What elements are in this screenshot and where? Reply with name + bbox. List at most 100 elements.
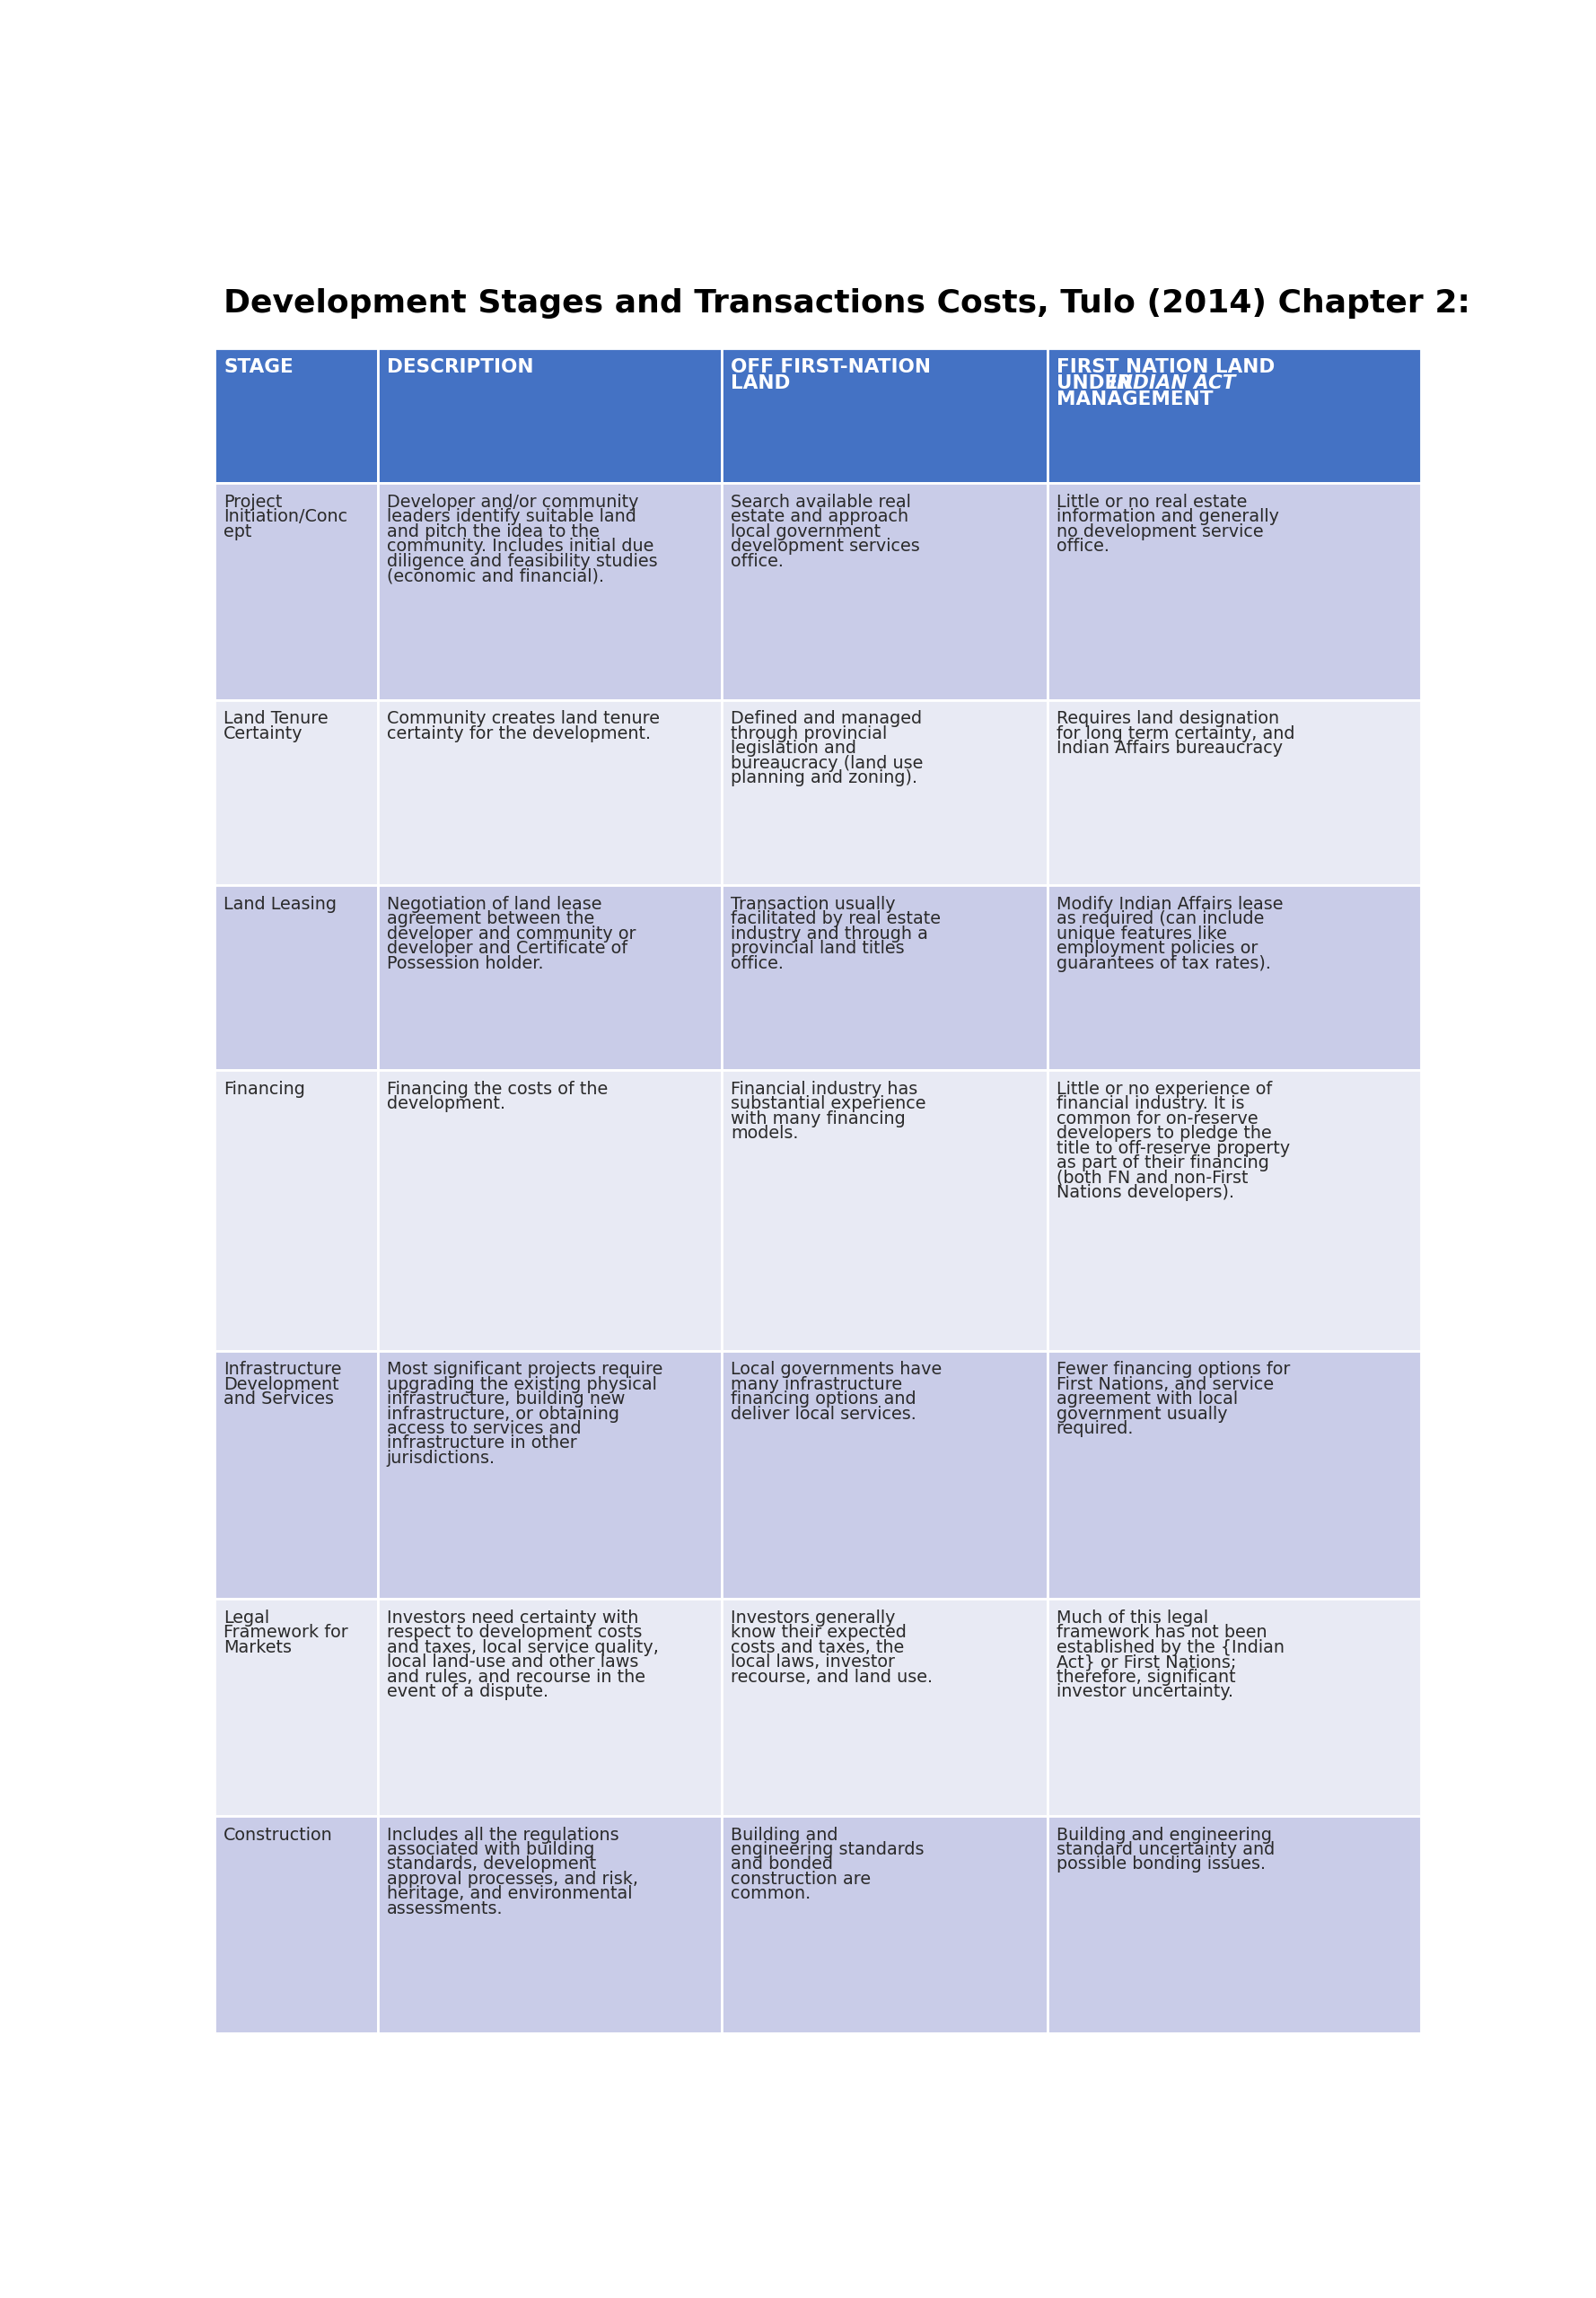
Text: Building and engineering: Building and engineering — [1057, 1827, 1272, 1843]
Text: UNDER: UNDER — [1057, 375, 1140, 393]
Text: jurisdictions.: jurisdictions. — [386, 1450, 495, 1466]
Bar — [378, 1599, 721, 1815]
Text: planning and zoning).: planning and zoning). — [731, 770, 918, 786]
Text: therefore, significant: therefore, significant — [1057, 1668, 1235, 1687]
Text: infrastructure, building new: infrastructure, building new — [386, 1390, 626, 1409]
Text: INDIAN ACT: INDIAN ACT — [1109, 375, 1235, 393]
Text: through provincial: through provincial — [731, 726, 887, 742]
Text: Building and: Building and — [731, 1827, 838, 1843]
Bar — [378, 701, 721, 885]
Text: bureaucracy (land use: bureaucracy (land use — [731, 754, 922, 772]
Text: DESCRIPTION: DESCRIPTION — [386, 358, 533, 377]
Text: Certainty: Certainty — [223, 726, 303, 742]
Text: local land-use and other laws: local land-use and other laws — [386, 1655, 638, 1671]
Text: Community creates land tenure: Community creates land tenure — [386, 710, 659, 728]
Bar — [215, 349, 378, 483]
Bar — [721, 1599, 1047, 1815]
Text: estate and approach: estate and approach — [731, 508, 908, 526]
Bar — [378, 1815, 721, 2034]
Text: provincial land titles: provincial land titles — [731, 940, 905, 956]
Text: local government: local government — [731, 524, 881, 540]
Text: office.: office. — [1057, 538, 1109, 556]
Text: Act} or First Nations;: Act} or First Nations; — [1057, 1655, 1235, 1671]
Text: Land Tenure: Land Tenure — [223, 710, 329, 728]
Text: access to services and: access to services and — [386, 1420, 581, 1436]
Text: construction are: construction are — [731, 1871, 871, 1887]
Text: Transaction usually: Transaction usually — [731, 896, 895, 912]
Text: OFF FIRST-NATION: OFF FIRST-NATION — [731, 358, 930, 377]
Text: Framework for: Framework for — [223, 1625, 348, 1641]
Bar — [215, 1815, 378, 2034]
Text: STAGE: STAGE — [223, 358, 294, 377]
Text: certainty for the development.: certainty for the development. — [386, 726, 651, 742]
Bar — [1047, 701, 1420, 885]
Text: industry and through a: industry and through a — [731, 926, 927, 942]
Text: Local governments have: Local governments have — [731, 1360, 942, 1379]
Text: no development service: no development service — [1057, 524, 1262, 540]
Text: substantial experience: substantial experience — [731, 1096, 926, 1112]
Text: Initiation/Conc: Initiation/Conc — [223, 508, 348, 526]
Text: MANAGEMENT: MANAGEMENT — [1057, 391, 1213, 409]
Text: for long term certainty, and: for long term certainty, and — [1057, 726, 1294, 742]
Bar — [378, 483, 721, 701]
Text: Most significant projects require: Most significant projects require — [386, 1360, 662, 1379]
Text: and bonded: and bonded — [731, 1857, 833, 1873]
Text: financial industry. It is: financial industry. It is — [1057, 1096, 1245, 1112]
Text: Investors generally: Investors generally — [731, 1609, 895, 1627]
Text: Legal: Legal — [223, 1609, 270, 1627]
Text: and taxes, local service quality,: and taxes, local service quality, — [386, 1638, 659, 1657]
Text: infrastructure, or obtaining: infrastructure, or obtaining — [386, 1406, 619, 1422]
Text: infrastructure in other: infrastructure in other — [386, 1434, 576, 1452]
Text: heritage, and environmental: heritage, and environmental — [386, 1884, 632, 1903]
Text: Project: Project — [223, 494, 282, 510]
Text: Financing the costs of the: Financing the costs of the — [386, 1080, 608, 1098]
Text: unique features like: unique features like — [1057, 926, 1227, 942]
Text: associated with building: associated with building — [386, 1841, 594, 1859]
Bar — [721, 885, 1047, 1071]
Bar — [721, 349, 1047, 483]
Bar — [378, 885, 721, 1071]
Text: costs and taxes, the: costs and taxes, the — [731, 1638, 903, 1657]
Text: office.: office. — [731, 554, 784, 570]
Text: Fewer financing options for: Fewer financing options for — [1057, 1360, 1290, 1379]
Bar — [721, 1071, 1047, 1351]
Text: ept: ept — [223, 524, 252, 540]
Text: recourse, and land use.: recourse, and land use. — [731, 1668, 932, 1687]
Text: Includes all the regulations: Includes all the regulations — [386, 1827, 619, 1843]
Text: framework has not been: framework has not been — [1057, 1625, 1267, 1641]
Text: standards, development: standards, development — [386, 1857, 595, 1873]
Text: (economic and financial).: (economic and financial). — [386, 568, 603, 584]
Text: (both FN and non-First: (both FN and non-First — [1057, 1170, 1248, 1186]
Bar — [215, 885, 378, 1071]
Text: common.: common. — [731, 1884, 811, 1903]
Text: upgrading the existing physical: upgrading the existing physical — [386, 1377, 658, 1393]
Text: Requires land designation: Requires land designation — [1057, 710, 1278, 728]
Text: Development Stages and Transactions Costs, Tulo (2014) Chapter 2:: Development Stages and Transactions Cost… — [223, 287, 1470, 319]
Text: event of a dispute.: event of a dispute. — [386, 1684, 549, 1701]
Text: development services: development services — [731, 538, 919, 556]
Text: as required (can include: as required (can include — [1057, 910, 1264, 928]
Text: many infrastructure: many infrastructure — [731, 1377, 902, 1393]
Text: leaders identify suitable land: leaders identify suitable land — [386, 508, 637, 526]
Text: Search available real: Search available real — [731, 494, 911, 510]
Text: development.: development. — [386, 1096, 506, 1112]
Bar — [378, 1351, 721, 1599]
Text: models.: models. — [731, 1126, 798, 1142]
Bar — [721, 1351, 1047, 1599]
Text: Development: Development — [223, 1377, 340, 1393]
Text: and pitch the idea to the: and pitch the idea to the — [386, 524, 600, 540]
Text: office.: office. — [731, 954, 784, 972]
Text: with many financing: with many financing — [731, 1110, 905, 1128]
Text: Possession holder.: Possession holder. — [386, 954, 544, 972]
Text: Infrastructure: Infrastructure — [223, 1360, 342, 1379]
Text: developer and Certificate of: developer and Certificate of — [386, 940, 627, 956]
Text: employment policies or: employment policies or — [1057, 940, 1258, 956]
Bar — [1047, 885, 1420, 1071]
Text: agreement with local: agreement with local — [1057, 1390, 1237, 1409]
Bar — [1047, 483, 1420, 701]
Text: deliver local services.: deliver local services. — [731, 1406, 916, 1422]
Bar — [721, 483, 1047, 701]
Text: Negotiation of land lease: Negotiation of land lease — [386, 896, 602, 912]
Bar — [378, 349, 721, 483]
Text: agreement between the: agreement between the — [386, 910, 594, 928]
